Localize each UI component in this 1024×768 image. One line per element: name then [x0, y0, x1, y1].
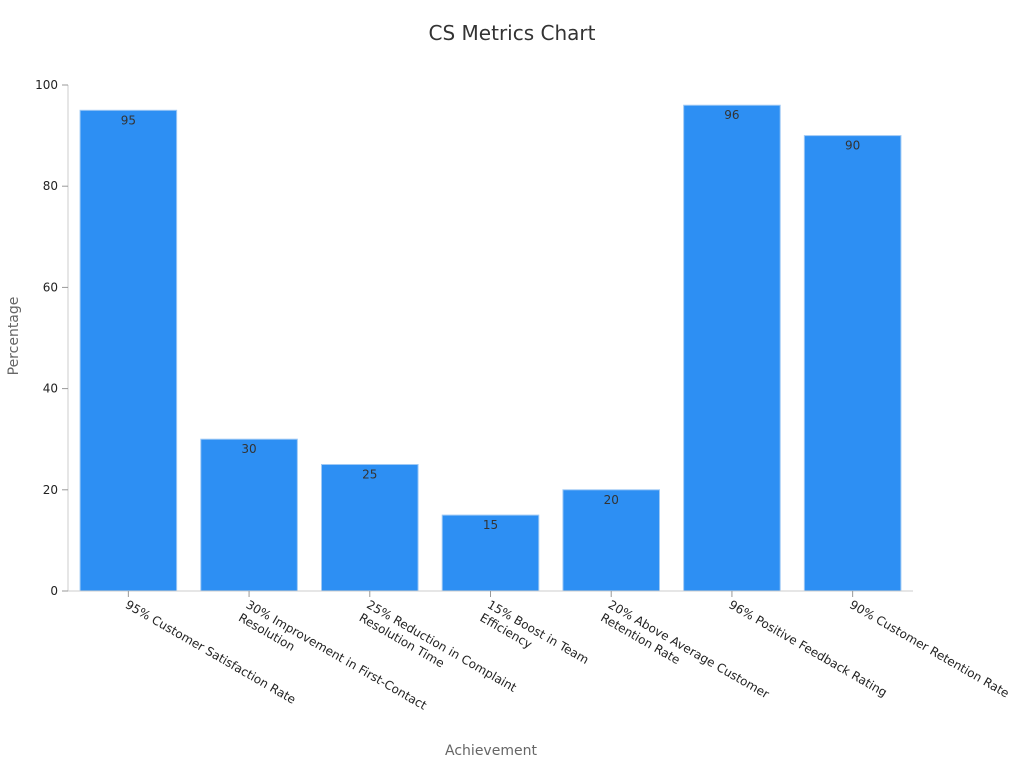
- y-ticks-layer: 0 20 40 60 80 100: [35, 78, 68, 598]
- x-axis-title: Achievement: [445, 743, 537, 759]
- y-tick-label: 60: [43, 280, 58, 294]
- bar[interactable]: [441, 514, 540, 592]
- bar-value-label: 30: [241, 442, 256, 456]
- y-tick-label: 40: [43, 382, 58, 396]
- y-tick-label: 0: [50, 584, 58, 598]
- bar[interactable]: [200, 438, 298, 592]
- bar[interactable]: [683, 104, 781, 592]
- bar[interactable]: [803, 135, 902, 592]
- bar-value-label: 90: [845, 139, 860, 153]
- bar-value-label: 25: [362, 468, 377, 482]
- chart-title: CS Metrics Chart: [429, 21, 596, 45]
- y-tick-label: 80: [43, 179, 58, 193]
- bar-value-label: 20: [604, 493, 619, 507]
- bar[interactable]: [79, 109, 178, 592]
- data-labels-layer: 95 30 25 15 20 96 90: [121, 108, 861, 532]
- bar-value-label: 95: [121, 113, 136, 127]
- bar[interactable]: [321, 464, 419, 592]
- bar-value-label: 96: [724, 108, 739, 122]
- y-tick-label: 100: [35, 78, 58, 92]
- y-tick-label: 20: [43, 483, 58, 497]
- bar[interactable]: [562, 489, 661, 592]
- bar-value-label: 15: [483, 518, 498, 532]
- y-axis-title: Percentage: [6, 297, 22, 376]
- bars-layer: [79, 104, 902, 592]
